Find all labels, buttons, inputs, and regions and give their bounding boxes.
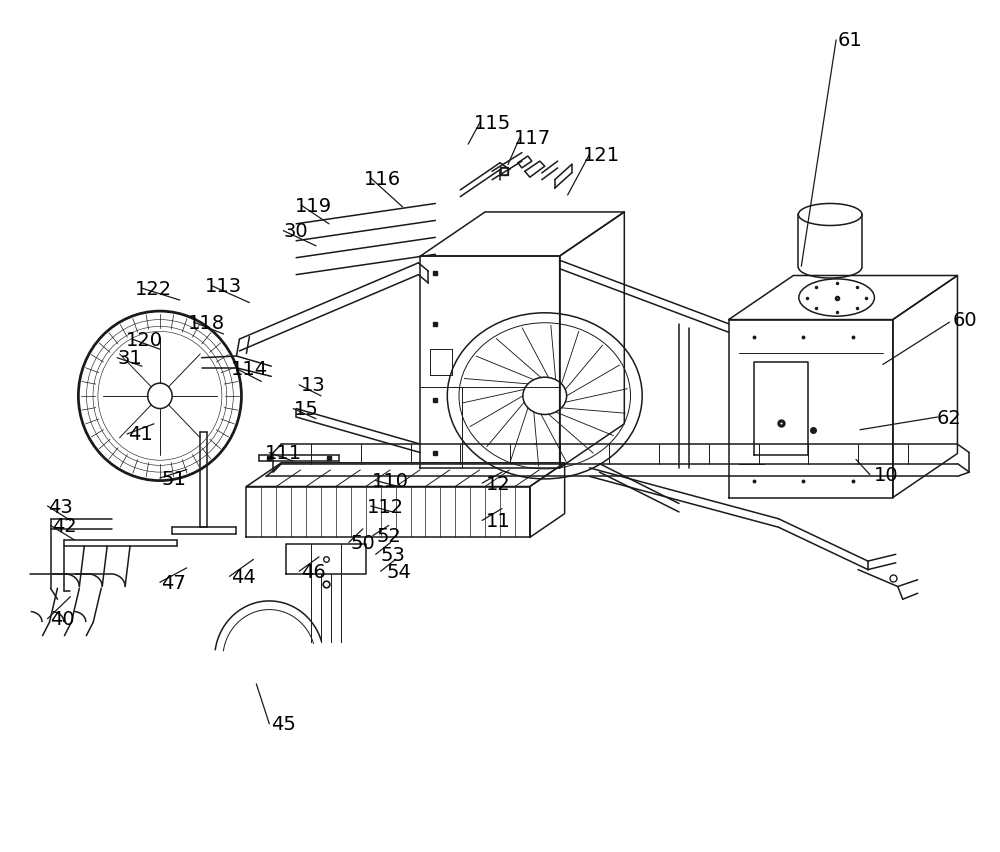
Text: 41: 41 xyxy=(128,425,152,444)
Text: 45: 45 xyxy=(271,715,296,734)
Text: 53: 53 xyxy=(380,545,405,564)
Text: 60: 60 xyxy=(953,311,978,330)
Text: 114: 114 xyxy=(231,360,268,379)
Text: 13: 13 xyxy=(301,376,325,394)
Text: 110: 110 xyxy=(372,471,409,491)
Text: 51: 51 xyxy=(161,469,186,488)
Text: 31: 31 xyxy=(118,348,142,368)
Text: 47: 47 xyxy=(161,573,186,592)
Text: 116: 116 xyxy=(364,170,401,188)
Text: 62: 62 xyxy=(937,408,962,427)
Text: 12: 12 xyxy=(486,474,510,493)
Text: 61: 61 xyxy=(838,32,862,50)
Text: 44: 44 xyxy=(231,567,256,586)
Text: 111: 111 xyxy=(265,444,302,463)
Text: 42: 42 xyxy=(52,516,77,535)
Text: 115: 115 xyxy=(473,113,511,132)
Text: 52: 52 xyxy=(376,527,401,545)
Text: 121: 121 xyxy=(583,146,620,164)
Text: 43: 43 xyxy=(48,497,73,516)
Text: 117: 117 xyxy=(514,129,551,147)
Text: 30: 30 xyxy=(284,222,308,241)
Text: 120: 120 xyxy=(125,331,162,349)
Text: 40: 40 xyxy=(50,609,75,629)
Text: 11: 11 xyxy=(486,511,510,530)
Text: 119: 119 xyxy=(294,197,332,216)
Text: 122: 122 xyxy=(135,279,172,298)
Text: 54: 54 xyxy=(386,562,411,581)
Text: 118: 118 xyxy=(188,314,225,332)
Text: 15: 15 xyxy=(294,400,319,418)
Text: 10: 10 xyxy=(874,465,898,485)
Text: 50: 50 xyxy=(350,533,375,552)
Text: 113: 113 xyxy=(205,277,242,296)
Text: 46: 46 xyxy=(301,562,325,581)
Text: 112: 112 xyxy=(367,497,404,516)
